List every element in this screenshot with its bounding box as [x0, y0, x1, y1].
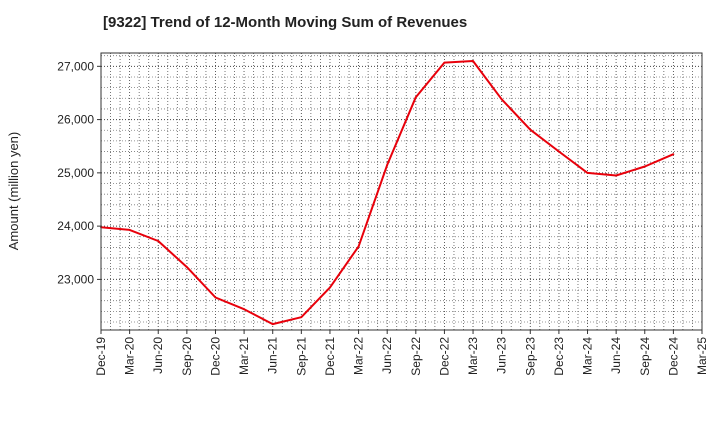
x-tick-label: Jun-23	[495, 337, 509, 374]
data-point	[357, 245, 360, 248]
x-tick-label: Sep-24	[638, 337, 652, 376]
data-point	[615, 174, 617, 177]
data-point	[214, 296, 217, 299]
data-point	[529, 128, 532, 131]
x-tick-label: Dec-24	[666, 337, 680, 376]
data-point	[271, 323, 274, 325]
data-point	[643, 165, 646, 168]
data-point	[558, 150, 560, 153]
x-tick-label: Jun-22	[380, 337, 394, 374]
x-tick-label: Sep-21	[294, 337, 308, 376]
x-tick-label: Jun-20	[151, 337, 165, 374]
x-tick-label: Sep-20	[180, 337, 194, 376]
data-point	[186, 266, 188, 268]
data-point	[586, 172, 589, 174]
x-tick-label: Jun-24	[609, 337, 623, 374]
data-point	[329, 286, 331, 289]
y-axis-label: Amount (million yen)	[6, 132, 21, 251]
x-tick-label: Mar-21	[237, 337, 251, 375]
y-tick-label: 25,000	[57, 166, 94, 180]
x-tick-label: Dec-23	[552, 337, 566, 376]
x-tick-label: Dec-21	[323, 337, 337, 376]
series-layer	[100, 60, 675, 326]
data-point	[414, 96, 417, 99]
grid-lines	[101, 53, 702, 330]
data-point	[300, 316, 303, 319]
y-tick-label: 26,000	[57, 113, 94, 127]
data-point	[443, 61, 446, 64]
chart-title: [9322] Trend of 12-Month Moving Sum of R…	[103, 14, 468, 31]
y-tick-label: 27,000	[57, 59, 94, 73]
y-tick-label: 24,000	[57, 219, 94, 233]
x-tick-label: Mar-23	[466, 337, 480, 375]
data-point	[243, 308, 246, 311]
data-point	[500, 98, 503, 101]
x-tick-label: Mar-25	[695, 337, 709, 375]
x-tick-label: Sep-22	[409, 337, 423, 376]
data-point	[472, 60, 474, 62]
plot-area-border	[100, 52, 703, 331]
x-tick-label: Jun-21	[266, 337, 280, 374]
x-tick-labels: Dec-19 Mar-20 Jun-20 Sep-20 Dec-20 Mar-21 Jun-…	[94, 330, 709, 376]
x-tick-label: Mar-22	[352, 337, 366, 375]
x-tick-label: Sep-23	[523, 337, 537, 376]
data-point	[157, 240, 160, 242]
x-tick-label: Mar-24	[581, 337, 595, 375]
y-tick-label: 23,000	[57, 272, 94, 286]
data-point	[128, 229, 131, 231]
data-point	[672, 153, 675, 156]
x-tick-label: Dec-19	[94, 337, 108, 376]
x-tick-label: Dec-20	[208, 337, 222, 376]
x-tick-label: Mar-20	[123, 337, 137, 375]
y-tick-labels: 23,000 24,000 25,000 26,000 27,000	[57, 59, 101, 286]
data-point	[386, 164, 389, 166]
x-tick-label: Dec-22	[437, 337, 451, 376]
